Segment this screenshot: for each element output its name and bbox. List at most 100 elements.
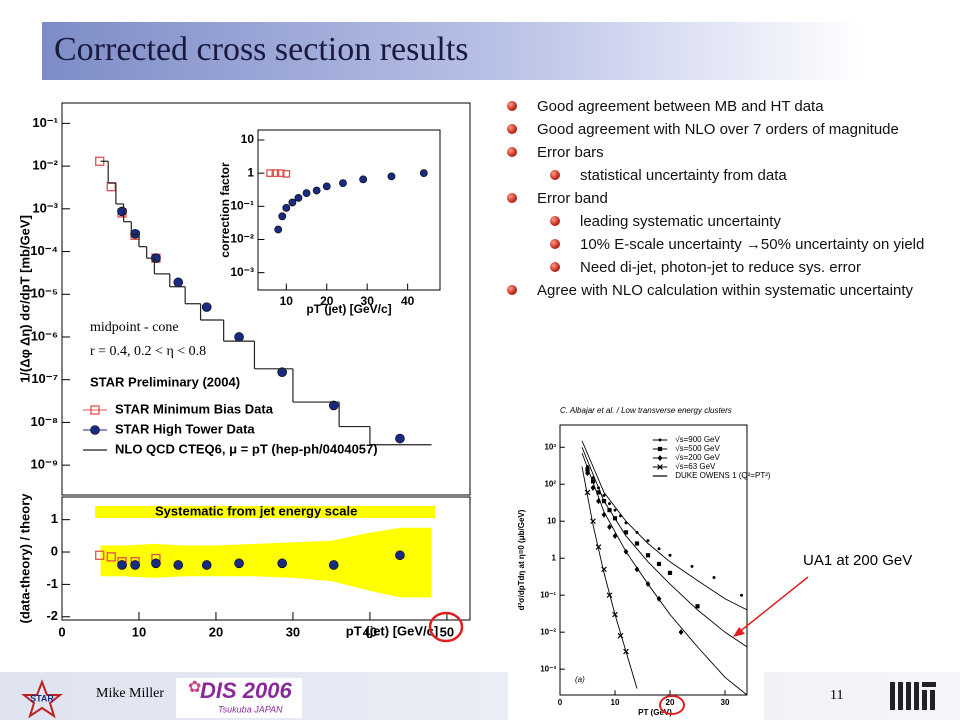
bullet-text: leading systematic uncertainty	[580, 213, 781, 230]
annotation: r = 0.4, 0.2 < η < 0.8	[90, 344, 206, 359]
data-point	[277, 367, 287, 377]
bullet-icon	[507, 193, 517, 203]
legend-label: √s=200 GeV	[675, 453, 720, 462]
bullet-text: Error bars	[537, 144, 604, 161]
y-tick-label: -2	[46, 608, 58, 623]
y-tick-label: 10³	[544, 442, 556, 451]
data-point	[657, 547, 661, 551]
star-logo	[21, 679, 63, 719]
bullet-list: Good agreement between MB and HT data Goo…	[500, 98, 945, 305]
data-point	[645, 553, 651, 558]
data-point	[387, 172, 396, 181]
theory-curve	[581, 466, 638, 689]
data-point	[173, 277, 184, 288]
data-point	[95, 550, 105, 560]
data-point	[608, 502, 611, 506]
bullet-text: statistical uncertainty from data	[580, 167, 787, 184]
bullet-text: 10% E-scale uncertainty →50% uncertainty…	[580, 236, 925, 253]
data-point	[339, 179, 347, 188]
callout: UA1 at 200 GeV	[803, 552, 913, 569]
dis-flower: ✿	[188, 679, 201, 696]
data-point	[657, 455, 663, 461]
y-tick-label: -1	[46, 576, 58, 591]
x-tick-label: 20	[666, 698, 675, 707]
data-point	[90, 405, 100, 415]
bullet-icon	[507, 147, 517, 157]
x-tick-label: 0	[558, 698, 563, 707]
data-point	[678, 629, 684, 636]
data-point	[274, 225, 283, 234]
y-tick-label: 0	[51, 543, 58, 558]
y-tick-label: 10⁻²	[230, 232, 254, 246]
bullet: Error band	[500, 190, 945, 207]
data-point	[712, 576, 716, 580]
data-point	[585, 467, 590, 472]
data-point	[657, 446, 663, 452]
theory-curve	[581, 447, 748, 648]
bullet-icon	[550, 170, 560, 180]
page-number: 11	[830, 688, 843, 703]
x-tick-label: 10	[611, 698, 620, 707]
highlight-circle	[428, 611, 464, 643]
data-point	[282, 170, 291, 178]
data-point	[359, 175, 368, 184]
y-tick-label: 10⁻⁴	[30, 243, 58, 258]
annotation: STAR Preliminary (2004)	[90, 374, 240, 389]
bullet-icon	[550, 239, 560, 249]
x-tick-label: 10	[280, 294, 294, 308]
data-point	[668, 553, 672, 557]
mit-logo	[890, 682, 936, 710]
x-tick-label: 10	[132, 624, 146, 639]
legend-label: √s=63 GeV	[675, 462, 716, 471]
bullet: 10% E-scale uncertainty →50% uncertainty…	[500, 236, 945, 253]
data-point	[656, 561, 662, 567]
y-tick-label: 10	[547, 516, 556, 525]
x-axis-label: pT (jet) [GeV/c]	[346, 623, 438, 638]
bullet: statistical uncertainty from data	[500, 167, 945, 184]
legend-label: DUKE OWENS 1 (Q²=PT²)	[675, 471, 771, 480]
data-point	[271, 169, 280, 178]
data-point	[657, 464, 663, 470]
data-point	[90, 425, 100, 435]
data-point	[695, 604, 700, 609]
bullet: Error bars	[500, 144, 945, 161]
data-point	[634, 541, 640, 546]
data-point	[201, 302, 212, 312]
y-axis-label: correction factor	[218, 162, 232, 258]
data-point	[278, 212, 287, 221]
charts: 10⁻¹ 10⁻² 10⁻³ 10⁻⁴ 10⁻⁵ 10⁻⁶ 10⁻⁷ 10⁻⁸ 10⁻⁹ 1/(Δ…	[17, 102, 771, 717]
data-point	[117, 206, 127, 217]
y-tick-label: 10⁻⁷	[31, 371, 58, 386]
theory-curve	[581, 452, 748, 696]
data-point	[602, 493, 606, 497]
data-point	[667, 570, 673, 576]
legend-label: √s=500 GeV	[675, 444, 720, 453]
y-tick-label: 10⁻³	[540, 664, 556, 673]
y-tick-label: 10	[241, 132, 255, 146]
data-point	[607, 523, 612, 530]
dis-logo-title: DIS 2006	[200, 678, 292, 703]
x-axis-label: PT (GeV)	[638, 708, 672, 717]
y-tick-label: 10⁻³	[230, 265, 254, 279]
data-point	[173, 560, 184, 570]
x-tick-label: 20	[209, 624, 223, 639]
data-point	[596, 490, 601, 495]
star-logo-text: STAR	[30, 693, 54, 703]
data-point	[266, 169, 274, 178]
data-point	[395, 433, 405, 444]
y-tick-label: 10⁻³	[32, 200, 58, 215]
data-point	[623, 530, 629, 535]
x-tick-label: 50	[440, 624, 454, 639]
y-tick-label: 10⁻⁵	[31, 286, 58, 301]
legend-swatch	[95, 506, 435, 518]
legend-label: NLO QCD CTEQ6, μ = pT (hep-ph/0404057)	[115, 441, 378, 456]
legend-label: STAR High Tower Data	[115, 421, 255, 436]
bullet-icon	[550, 216, 560, 226]
theory-curve	[581, 440, 748, 611]
y-tick-label: 10⁻²	[540, 627, 556, 636]
y-tick-label: 10⁻⁶	[31, 328, 58, 343]
data-point	[322, 182, 331, 191]
bullet-text: Need di-jet, photon-jet to reduce sys. e…	[580, 259, 861, 276]
bullet: Agree with NLO calculation within system…	[500, 282, 945, 299]
